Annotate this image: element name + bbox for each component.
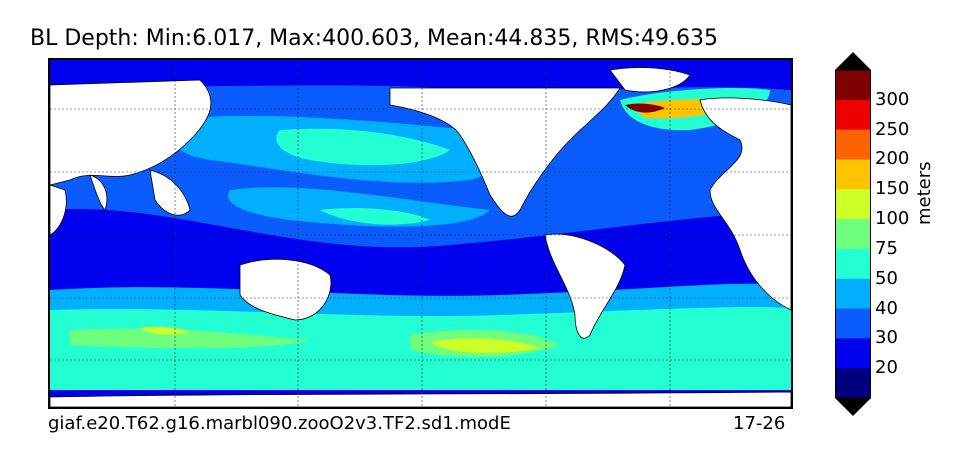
- australia-land: [239, 258, 332, 321]
- colorbar-tick-label: 200: [875, 148, 910, 170]
- years-label: 17-26: [733, 413, 786, 434]
- southeast-asia-land: [149, 169, 191, 216]
- colorbar-tick-label: 40: [875, 297, 898, 319]
- south-america-land: [544, 233, 626, 339]
- case-name-label: giaf.e20.T62.g16.marbl090.zooO2v3.TF2.sd…: [48, 413, 511, 434]
- colorbar-swatch: [835, 70, 871, 101]
- colorbar-swatch: [835, 129, 871, 160]
- colorbar-tick-label: 100: [875, 208, 910, 230]
- colorbar-swatch: [835, 308, 871, 339]
- colorbar-swatch: [835, 189, 871, 220]
- subtropical-pacific-layer: [228, 187, 491, 227]
- colorbar-swatch: [835, 159, 871, 190]
- north-america-land: [389, 87, 621, 217]
- colorbar-swatch: [835, 338, 871, 369]
- south-pacific-deep-patch: [430, 338, 540, 354]
- north-pacific-deep-layer: [276, 128, 450, 166]
- colorbar-swatch: [835, 278, 871, 310]
- colorbar-extend-max: [835, 52, 871, 70]
- colorbar-tick-label: 75: [875, 237, 898, 259]
- graticule: [50, 60, 791, 407]
- india-land: [89, 174, 108, 211]
- europe-africa-land: [699, 97, 791, 311]
- southern-indian-band: [70, 328, 310, 349]
- map-title: BL Depth: Min:6.017, Max:400.603, Mean:4…: [30, 26, 718, 51]
- antarctica-land: [50, 391, 791, 407]
- labrador-sea-max: [625, 103, 665, 113]
- colorbar-tick-label: 20: [875, 357, 898, 379]
- ocean-map: [48, 58, 793, 409]
- colorbar-swatch: [835, 368, 871, 399]
- subtropical-pacific-patch: [320, 208, 430, 225]
- colorbar-tick-label: 300: [875, 88, 910, 110]
- southern-indian-patch: [140, 326, 190, 335]
- colorbar-swatch: [835, 248, 871, 280]
- colorbar-tick-label: 250: [875, 118, 910, 140]
- colorbar-swatch: [835, 99, 871, 131]
- colorbar-tick-label: 50: [875, 267, 898, 289]
- colorbar-units-label: meters: [914, 161, 935, 225]
- arctic-shallow-layer: [50, 60, 791, 93]
- colorbar-swatch: [835, 219, 871, 250]
- colorbar-tick-label: 30: [875, 327, 898, 349]
- colorbar-extend-min: [835, 398, 871, 416]
- land-masses: [50, 67, 791, 407]
- colorbar: [835, 52, 871, 416]
- colorbar-tick-label: 150: [875, 178, 910, 200]
- map-canvas: [50, 60, 791, 407]
